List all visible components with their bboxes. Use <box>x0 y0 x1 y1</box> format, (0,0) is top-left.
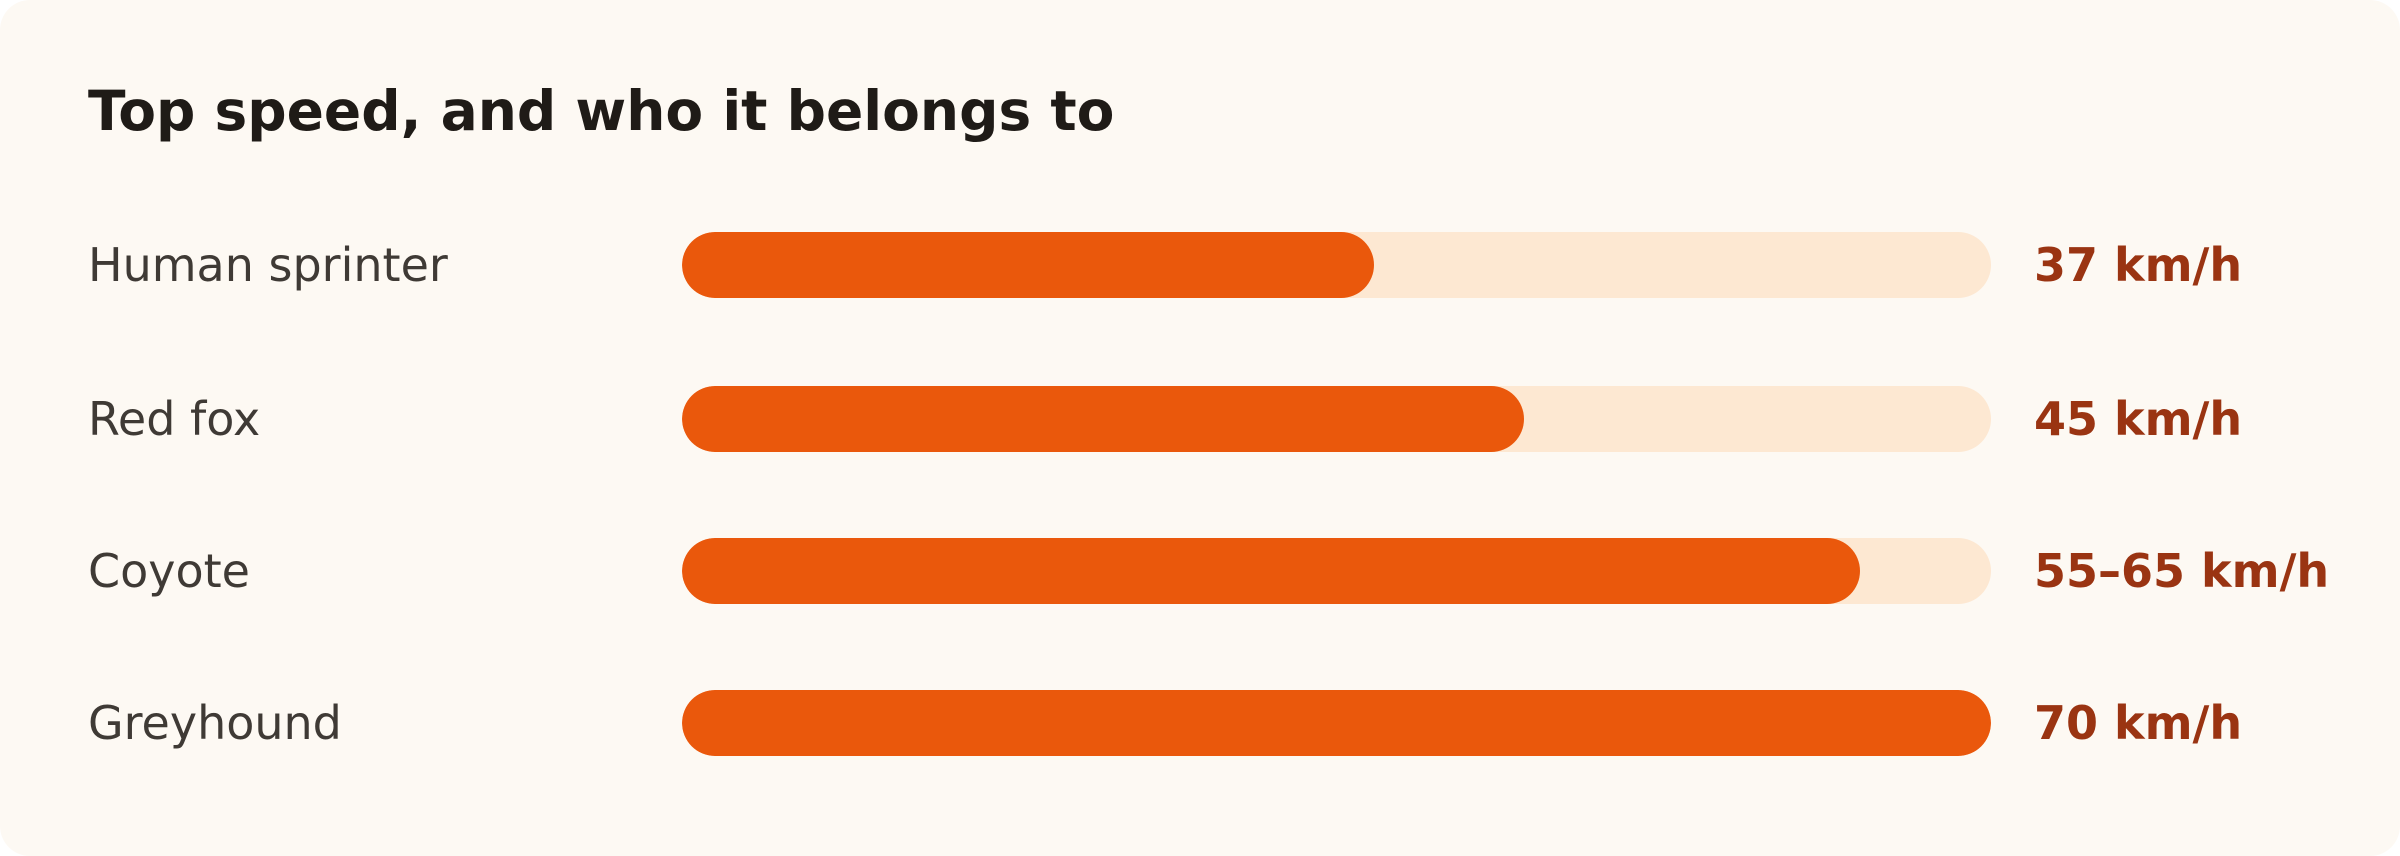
bar-track <box>682 538 1991 604</box>
chart-title: Top speed, and who it belongs to <box>88 79 1115 143</box>
bar-coyote <box>682 538 1861 604</box>
category-label: Red fox <box>88 392 261 446</box>
bar-track <box>682 690 1991 756</box>
category-label: Greyhound <box>88 696 342 750</box>
value-label: 37 km/h <box>2034 238 2243 292</box>
bar-row-red-fox: Red fox 45 km/h <box>0 386 2400 452</box>
category-label: Coyote <box>88 544 250 598</box>
bar-track <box>682 386 1991 452</box>
value-label: 70 km/h <box>2034 696 2243 750</box>
value-label: 55–65 km/h <box>2034 544 2330 598</box>
category-label: Human sprinter <box>88 238 448 292</box>
bar-greyhound <box>682 690 1991 756</box>
bar-row-human-sprinter: Human sprinter 37 km/h <box>0 232 2400 298</box>
bar-human-sprinter <box>682 232 1374 298</box>
bar-track <box>682 232 1991 298</box>
value-label: 45 km/h <box>2034 392 2243 446</box>
bar-row-greyhound: Greyhound 70 km/h <box>0 690 2400 756</box>
bar-red-fox <box>682 386 1524 452</box>
bar-row-coyote: Coyote 55–65 km/h <box>0 538 2400 604</box>
